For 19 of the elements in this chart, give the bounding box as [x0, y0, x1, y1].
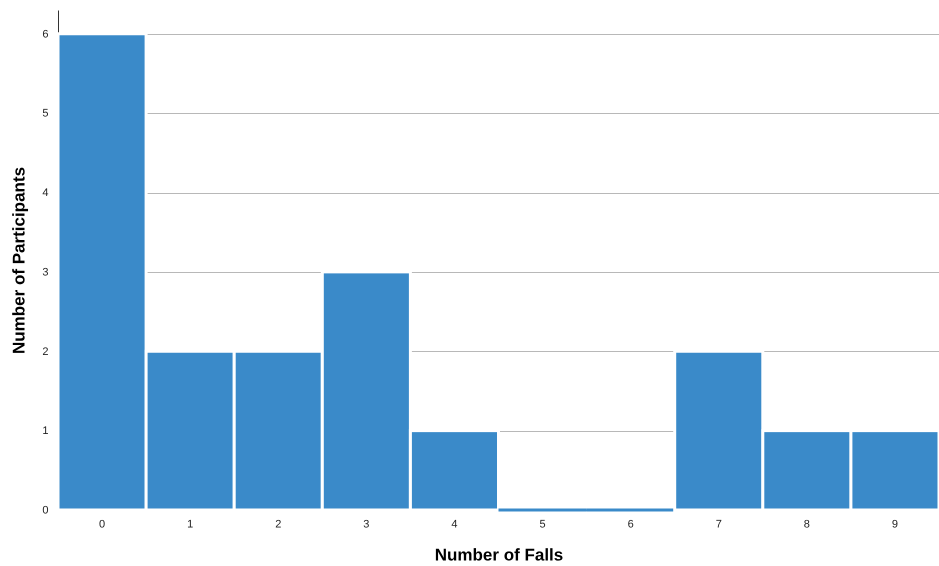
x-tick-label: 4 — [451, 518, 458, 530]
y-tick-label: 2 — [42, 346, 48, 358]
x-tick-label: 0 — [98, 518, 106, 530]
x-tick-label: 3 — [363, 518, 370, 530]
x-tick-label: 5 — [539, 518, 546, 530]
x-tick-label: 8 — [804, 518, 810, 530]
y-tick-label: 5 — [42, 108, 48, 120]
x-tick-label: 7 — [716, 518, 722, 530]
x-tick-label: 1 — [187, 518, 194, 530]
y-tick-label: 6 — [42, 28, 48, 40]
y-tick-label: 0 — [42, 504, 48, 516]
x-tick-label: 2 — [275, 518, 282, 530]
x-axis-title: Number of Falls — [434, 546, 564, 564]
x-tick-label: 9 — [892, 518, 898, 530]
y-axis-title: Number of Participants — [9, 166, 28, 354]
x-tick-label: 6 — [628, 518, 634, 530]
y-tick-label: 3 — [42, 266, 48, 278]
y-tick-label: 1 — [42, 425, 48, 438]
y-tick-label: 4 — [42, 187, 48, 200]
